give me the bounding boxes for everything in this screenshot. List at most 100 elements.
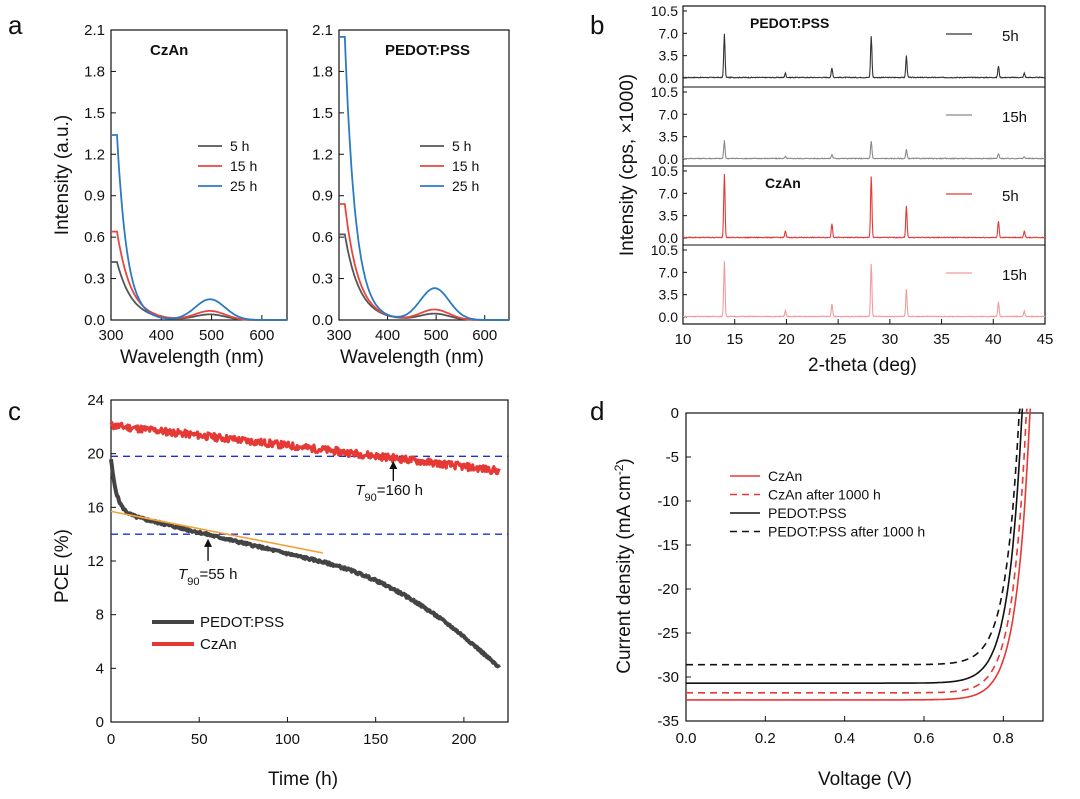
y-tick-label: 4 [96, 660, 104, 677]
y-tick-label: -5 [666, 449, 679, 466]
y-tick-label: 0 [671, 405, 679, 422]
legend-label: 5 h [230, 138, 249, 154]
jv-curve [686, 408, 1024, 684]
y-tick-label: 1.5 [312, 105, 333, 122]
x-tick-label: 200 [451, 731, 476, 748]
y-axis-label: PCE (%) [52, 529, 73, 603]
y-tick-label: 0.3 [84, 271, 105, 288]
y-tick-label: -20 [657, 581, 679, 598]
x-tick-label: 15 [726, 331, 743, 348]
panel-label-b: b [590, 10, 604, 40]
y-tick-label: 7.0 [659, 185, 679, 201]
y-tick-label: 7.0 [659, 25, 679, 41]
y-tick-label: 0.0 [84, 312, 105, 329]
annotation-subscript: 90 [187, 576, 199, 588]
legend-label: CzAn after 1000 h [768, 487, 881, 503]
y-tick-label: 0.0 [659, 309, 679, 325]
x-tick-label: 25 [830, 331, 847, 348]
chart-a-czan: 300 400 500 600 0.0 0.3 0.6 0.9 1.2 1.5 1.8 2.1 CzA… [52, 22, 288, 368]
y-axis-label-sup: -2 [612, 464, 626, 475]
x-axis-label: Voltage (V) [818, 769, 912, 790]
x-tick-label: 300 [98, 327, 123, 344]
x-axis-label: Wavelength (nm) [120, 347, 264, 368]
series-line-pedot [109, 458, 501, 669]
annotation-arrowhead [204, 538, 213, 547]
x-tick-label: 600 [249, 327, 274, 344]
y-tick-label: 0.0 [659, 70, 679, 86]
panel-label-d: d [590, 396, 604, 426]
x-tick-label: 500 [424, 327, 449, 344]
y-tick-label: 0.9 [84, 188, 105, 205]
y-tick-label: -30 [657, 669, 679, 686]
y-axis-label: Intensity (a.u.) [52, 115, 73, 235]
legend-label: CzAn [768, 468, 802, 484]
y-tick-label: 0.3 [312, 271, 333, 288]
y-tick-label: 3.5 [659, 287, 679, 303]
series-line-czan [109, 421, 501, 476]
annotation-t90-55: T90=55 h [178, 566, 237, 588]
x-tick-label: 150 [363, 731, 388, 748]
chart-title: CzAn [150, 42, 188, 59]
legend-label: PEDOT:PSS [200, 614, 284, 631]
x-tick-label: 0.0 [676, 730, 697, 747]
x-axis-label: 2-theta (deg) [808, 355, 917, 376]
group-title: CzAn [765, 175, 801, 191]
x-tick-label: 35 [933, 331, 950, 348]
y-tick-label: 7.0 [659, 106, 679, 122]
jv-curve [686, 408, 1032, 701]
legend-label: PEDOT:PSS [768, 505, 847, 521]
y-tick-label: -10 [657, 493, 679, 510]
y-tick-label: -15 [657, 537, 679, 554]
y-tick-label: 0.6 [84, 229, 105, 246]
y-tick-label: 0.0 [312, 312, 333, 329]
y-tick-label: 1.8 [312, 63, 333, 80]
xrd-pattern-line [682, 173, 1046, 239]
y-tick-label: 1.8 [84, 63, 105, 80]
y-tick-label: 2.1 [84, 22, 105, 39]
annotation-value: =55 h [199, 566, 237, 583]
series-line [339, 203, 509, 321]
plot-frame [685, 412, 1044, 722]
annotation-symbol: T [355, 482, 366, 499]
legend-label: 25 h [452, 178, 479, 194]
x-tick-label: 20 [778, 331, 795, 348]
panel-label-c: c [8, 396, 21, 426]
annotation-subscript: 90 [364, 492, 376, 504]
x-tick-label: 500 [199, 327, 224, 344]
legend-label: 5h [1002, 188, 1019, 205]
legend-label: 5 h [452, 138, 471, 154]
x-tick-label: 0.6 [914, 730, 935, 747]
y-axis-label-main: Current density (mA cm [614, 475, 635, 674]
annotation-arrowhead [389, 461, 398, 470]
y-tick-label: 1.2 [312, 146, 333, 163]
y-tick-label: -35 [657, 713, 679, 730]
y-axis-label-end: ) [614, 458, 635, 464]
series-line [111, 230, 287, 321]
y-tick-label: 12 [87, 553, 104, 570]
y-tick-label: 1.2 [84, 146, 105, 163]
y-tick-label: 1.5 [84, 105, 105, 122]
annotation-t90-160: T90=160 h [355, 482, 423, 504]
xrd-pattern-line [683, 261, 1046, 318]
y-tick-label: 8 [96, 607, 104, 624]
chart-title: PEDOT:PSS [385, 42, 470, 59]
y-axis-label: Intensity (cps, ×1000) [617, 74, 638, 256]
legend-label: 15h [1002, 109, 1027, 126]
legend-label: 5h [1002, 28, 1019, 45]
plot-frame [682, 5, 1046, 325]
x-tick-label: 400 [149, 327, 174, 344]
x-tick-label: 0.8 [993, 730, 1014, 747]
y-tick-label: 10.5 [651, 163, 678, 179]
y-axis-label: Current density (mA cm-2) [612, 458, 635, 674]
annotation-symbol: T [178, 566, 189, 583]
x-tick-label: 0.4 [834, 730, 855, 747]
y-tick-label: 3.5 [659, 208, 679, 224]
chart-b-xrd: 10 15 20 25 30 35 40 450.03.57.010.50.03.57.010… [617, 3, 1053, 376]
annotation-value: =160 h [377, 482, 423, 499]
y-tick-label: 16 [87, 499, 104, 516]
panel-label-a: a [8, 10, 23, 40]
jv-curve [686, 408, 1021, 666]
y-tick-label: 7.0 [659, 264, 679, 280]
